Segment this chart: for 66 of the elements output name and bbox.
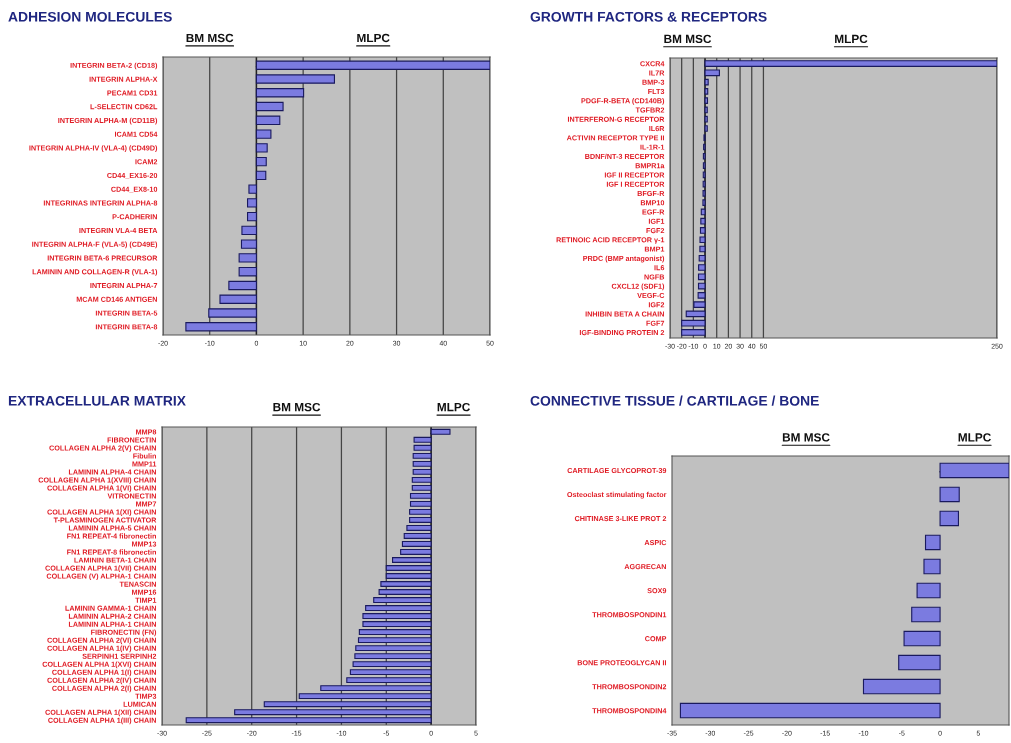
- text: BM MSC: [664, 34, 712, 44]
- bar: [699, 245, 706, 253]
- bar: [903, 630, 941, 647]
- bar: [255, 115, 281, 125]
- bar: [923, 558, 941, 575]
- chart-title: EXTRACELLULAR MATRIX: [8, 395, 186, 406]
- bar: [700, 208, 706, 216]
- bar: [704, 78, 709, 86]
- bar: [255, 88, 305, 98]
- bar: [704, 88, 709, 95]
- bar: [240, 239, 257, 249]
- bar: [924, 534, 941, 551]
- text: MLPC: [958, 433, 991, 442]
- bar: [698, 264, 706, 271]
- bar: [697, 292, 706, 299]
- text: BM MSC: [186, 33, 234, 43]
- bar: [238, 253, 257, 263]
- bar: [238, 267, 257, 277]
- bar: [898, 654, 941, 671]
- bar: [185, 322, 257, 332]
- bar: [255, 129, 272, 139]
- bar: [704, 60, 997, 67]
- bar: [693, 301, 706, 308]
- bar: [255, 143, 268, 153]
- bar: [911, 606, 941, 623]
- bar: [699, 236, 706, 244]
- chart-title: ADHESION MOLECULES: [8, 11, 172, 22]
- bar: [255, 60, 490, 70]
- chart-title: CONNECTIVE TISSUE / CARTILAGE / BONE: [530, 395, 819, 406]
- bar: [255, 170, 267, 181]
- bar: [246, 211, 257, 222]
- bar: [241, 225, 257, 236]
- text: BM MSC: [273, 402, 321, 412]
- text: BM MSC: [782, 433, 830, 442]
- bar: [219, 294, 257, 304]
- bar: [916, 582, 941, 599]
- bar: [255, 101, 284, 112]
- text: MLPC: [437, 402, 470, 412]
- text: MLPC: [835, 34, 868, 44]
- bar: [939, 486, 960, 503]
- bar: [255, 74, 335, 84]
- bar: [255, 156, 267, 167]
- bar: [246, 198, 257, 208]
- bar: [704, 106, 708, 114]
- bar: [702, 199, 706, 206]
- bar: [700, 217, 706, 225]
- bar: [681, 319, 706, 327]
- text: MLPC: [357, 33, 390, 43]
- bar: [698, 254, 706, 262]
- bar: [228, 280, 257, 291]
- bar: [685, 310, 706, 318]
- bar: [704, 97, 709, 104]
- bar: [681, 329, 706, 336]
- bar: [697, 273, 706, 281]
- bar: [939, 462, 1009, 479]
- bar: [697, 282, 706, 290]
- bar: [704, 69, 720, 77]
- bar: [862, 678, 941, 695]
- bar: [248, 184, 257, 194]
- bar: [679, 702, 941, 719]
- chart-title: GROWTH FACTORS & RECEPTORS: [530, 11, 767, 22]
- bar: [699, 227, 706, 234]
- bar: [939, 510, 960, 527]
- bar: [208, 308, 257, 318]
- bar: [704, 115, 708, 123]
- bar: [704, 125, 708, 132]
